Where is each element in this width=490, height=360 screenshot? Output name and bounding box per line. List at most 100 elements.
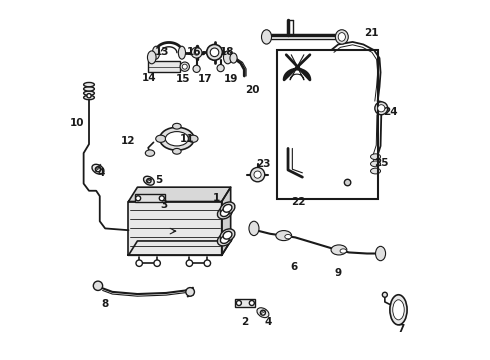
Text: 15: 15 (176, 74, 191, 84)
Text: 24: 24 (383, 107, 397, 117)
Ellipse shape (223, 51, 232, 64)
Ellipse shape (370, 154, 381, 159)
Ellipse shape (393, 300, 404, 320)
Circle shape (250, 167, 265, 182)
Ellipse shape (340, 249, 346, 253)
Ellipse shape (178, 46, 186, 59)
Polygon shape (128, 241, 231, 255)
Text: 5: 5 (155, 175, 163, 185)
Text: 21: 21 (364, 28, 378, 38)
Ellipse shape (390, 295, 407, 325)
Text: 14: 14 (142, 73, 157, 83)
Bar (135, 194, 165, 202)
Text: 1: 1 (213, 193, 220, 203)
Text: 7: 7 (397, 324, 405, 334)
Text: 3: 3 (161, 200, 168, 210)
Ellipse shape (220, 236, 229, 243)
Ellipse shape (146, 150, 155, 156)
Ellipse shape (262, 30, 271, 44)
Text: 17: 17 (197, 74, 212, 84)
Ellipse shape (249, 221, 259, 235)
Polygon shape (128, 187, 231, 202)
Ellipse shape (378, 105, 385, 112)
Text: 19: 19 (224, 74, 239, 84)
Ellipse shape (370, 168, 381, 174)
Ellipse shape (335, 30, 348, 44)
Ellipse shape (84, 95, 95, 100)
Ellipse shape (84, 82, 95, 87)
Circle shape (254, 171, 261, 178)
Ellipse shape (166, 132, 188, 146)
Circle shape (87, 94, 91, 98)
Text: 18: 18 (220, 46, 234, 57)
Circle shape (210, 48, 219, 57)
Ellipse shape (276, 230, 292, 240)
Ellipse shape (230, 53, 237, 63)
Text: 12: 12 (121, 136, 136, 145)
Ellipse shape (338, 33, 345, 41)
Ellipse shape (223, 231, 232, 239)
Ellipse shape (84, 87, 95, 91)
Circle shape (236, 301, 242, 306)
Circle shape (154, 260, 160, 266)
Bar (277, 50, 378, 199)
Text: 6: 6 (291, 262, 298, 272)
Circle shape (186, 288, 195, 296)
Ellipse shape (370, 161, 381, 167)
Circle shape (93, 281, 102, 291)
Circle shape (194, 50, 199, 55)
Ellipse shape (193, 65, 200, 72)
Text: 23: 23 (256, 159, 271, 169)
Ellipse shape (182, 64, 187, 69)
Ellipse shape (180, 62, 190, 71)
Circle shape (260, 310, 266, 315)
Text: 4: 4 (265, 317, 272, 327)
Circle shape (96, 167, 100, 172)
Ellipse shape (217, 64, 224, 72)
Circle shape (207, 44, 222, 60)
Ellipse shape (331, 245, 347, 255)
Ellipse shape (188, 135, 198, 142)
Circle shape (249, 301, 254, 306)
Ellipse shape (375, 246, 386, 261)
Text: 11: 11 (180, 134, 194, 144)
Ellipse shape (257, 308, 269, 318)
Circle shape (204, 260, 211, 266)
Text: 4: 4 (98, 168, 105, 178)
Ellipse shape (92, 164, 104, 174)
Ellipse shape (218, 206, 232, 219)
Text: 25: 25 (374, 158, 389, 168)
Ellipse shape (160, 127, 194, 150)
Text: 9: 9 (335, 268, 342, 278)
Ellipse shape (220, 229, 235, 242)
Circle shape (382, 292, 388, 297)
Circle shape (191, 47, 202, 58)
Ellipse shape (144, 176, 154, 185)
Circle shape (136, 260, 143, 266)
Ellipse shape (147, 51, 156, 64)
Text: 10: 10 (70, 118, 84, 128)
Ellipse shape (375, 102, 388, 115)
Circle shape (136, 196, 141, 201)
Ellipse shape (172, 148, 181, 154)
Bar (235, 299, 255, 307)
Ellipse shape (223, 204, 232, 212)
Ellipse shape (172, 123, 181, 129)
Text: 22: 22 (291, 197, 305, 207)
Text: 2: 2 (242, 317, 248, 327)
Bar (148, 61, 180, 72)
Ellipse shape (220, 209, 229, 216)
Text: 8: 8 (101, 299, 109, 309)
Ellipse shape (218, 233, 232, 246)
Polygon shape (221, 187, 231, 255)
Ellipse shape (84, 91, 95, 95)
Text: 20: 20 (245, 85, 259, 95)
Ellipse shape (220, 202, 235, 215)
Ellipse shape (152, 46, 160, 59)
Ellipse shape (156, 135, 166, 142)
Text: 16: 16 (187, 46, 201, 57)
Polygon shape (128, 202, 221, 255)
Circle shape (186, 260, 193, 266)
Text: 13: 13 (155, 46, 170, 57)
Ellipse shape (285, 234, 291, 239)
